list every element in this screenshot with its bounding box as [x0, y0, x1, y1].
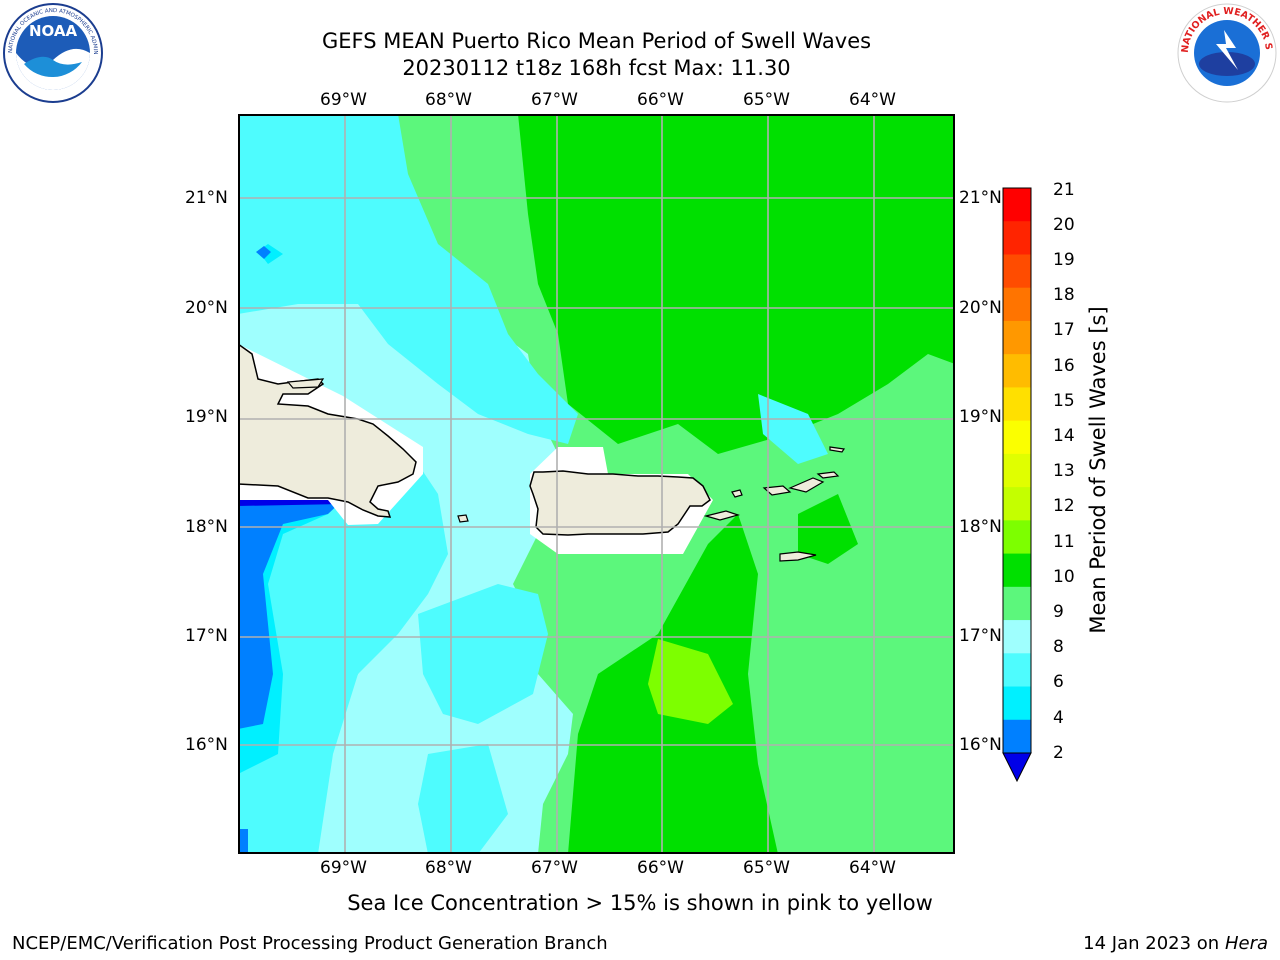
colorbar-tick-18: 18	[1053, 285, 1075, 305]
lon-label-bottom-66w: 66°W	[637, 858, 684, 878]
swell-6-8-east	[758, 394, 828, 464]
lon-label-bottom-68w: 68°W	[425, 858, 472, 878]
swell-2-4-west	[238, 500, 343, 729]
colorbar-band	[1003, 254, 1031, 289]
noaa-logo-text: NOAA	[29, 22, 78, 40]
lon-label-bottom-64w: 64°W	[849, 858, 896, 878]
colorbar-band	[1003, 320, 1031, 355]
lon-label-top-67w: 67°W	[531, 90, 578, 110]
culebra-island	[731, 489, 743, 498]
colorbar-band	[1003, 553, 1031, 588]
tortola-island	[788, 477, 825, 493]
colorbar-band	[1003, 686, 1031, 721]
colorbar-tick-21: 21	[1053, 180, 1075, 200]
colorbar-tick-4: 4	[1053, 708, 1064, 728]
lat-label-left-17n: 17°N	[185, 626, 228, 646]
lat-label-right-18n: 18°N	[959, 517, 1002, 537]
swell-10-11-patch	[798, 494, 858, 564]
lon-label-bottom-67w: 67°W	[531, 858, 578, 878]
nws-logo: NATIONAL WEATHER SERVICE	[1176, 2, 1277, 103]
lat-label-left-18n: 18°N	[185, 517, 228, 537]
colorbar-band	[1003, 453, 1031, 488]
lon-label-top-64w: 64°W	[849, 90, 896, 110]
mona-island	[457, 514, 469, 523]
virgin-gorda-island	[816, 471, 840, 479]
lon-label-top-66w: 66°W	[637, 90, 684, 110]
lat-label-left-20n: 20°N	[185, 298, 228, 318]
colorbar-tick-9: 9	[1053, 602, 1064, 622]
colorbar-band	[1003, 354, 1031, 388]
lat-label-right-19n: 19°N	[959, 407, 1002, 427]
swell-11-patch	[648, 639, 733, 724]
swell-2-4-spot	[256, 246, 271, 259]
lat-label-right-21n: 21°N	[959, 188, 1002, 208]
colorbar-band	[1003, 387, 1031, 422]
colorbar-tick-13: 13	[1053, 461, 1075, 481]
lat-label-right-16n: 16°N	[959, 735, 1002, 755]
lon-label-top-68w: 68°W	[425, 90, 472, 110]
lat-label-left-16n: 16°N	[185, 735, 228, 755]
swell-6-8-south	[418, 744, 508, 854]
colorbar-frame	[1002, 187, 1032, 754]
colorbar-band	[1003, 420, 1031, 455]
colorbar-tick-6: 6	[1053, 672, 1064, 692]
footer-date: 14 Jan 2023 on Hera	[1083, 933, 1268, 955]
swell-under-2-strip	[238, 500, 345, 506]
lat-label-left-19n: 19°N	[185, 407, 228, 427]
noaa-logo: NOAA NATIONAL OCEANIC AND ATMOSPHERIC AD…	[2, 2, 103, 103]
colorbar-bands	[1003, 188, 1031, 754]
sea-ice-caption: Sea Ice Concentration > 15% is shown in …	[347, 891, 933, 915]
colorbar-tick-20: 20	[1053, 215, 1075, 235]
st-croix-island	[779, 551, 817, 562]
swell-6-8-northwest	[238, 114, 578, 444]
st-thomas-island	[762, 485, 792, 496]
lat-label-left-21n: 21°N	[185, 188, 228, 208]
graticule	[238, 114, 955, 854]
footer-host: Hera	[1224, 933, 1268, 954]
colorbar-band	[1003, 719, 1031, 754]
footer-date-text: 14 Jan 2023 on	[1083, 933, 1225, 954]
colorbar-under-arrow	[1002, 752, 1032, 783]
anegada-island	[829, 446, 846, 453]
colorbar-tick-15: 15	[1053, 391, 1075, 411]
colorbar-band	[1003, 221, 1031, 255]
map-title: GEFS MEAN Puerto Rico Mean Period of Swe…	[321, 29, 872, 53]
lon-label-bottom-65w: 65°W	[743, 858, 790, 878]
footer-branch: NCEP/EMC/Verification Post Processing Pr…	[12, 933, 608, 954]
swell-6-8-southwest	[238, 464, 448, 854]
colorbar-tick-19: 19	[1053, 250, 1075, 270]
colorbar	[1002, 187, 1032, 783]
vieques-island	[703, 510, 741, 521]
lat-label-right-20n: 20°N	[959, 298, 1002, 318]
colorbar-tick-10: 10	[1053, 567, 1075, 587]
colorbar-tick-17: 17	[1053, 320, 1075, 340]
colorbar-band	[1003, 586, 1031, 621]
colorbar-band	[1003, 653, 1031, 688]
colorbar-tick-12: 12	[1053, 496, 1075, 516]
colorbar-band	[1003, 188, 1031, 222]
lon-label-top-65w: 65°W	[743, 90, 790, 110]
colorbar-band	[1003, 287, 1031, 322]
colorbar-tick-16: 16	[1053, 356, 1075, 376]
map-frame	[238, 114, 955, 854]
colorbar-tick-11: 11	[1053, 532, 1075, 552]
lon-label-top-69w: 69°W	[320, 90, 367, 110]
map-panel	[238, 114, 955, 854]
colorbar-tick-8: 8	[1053, 637, 1064, 657]
swell-10-11-north	[518, 114, 955, 454]
colorbar-band	[1003, 620, 1031, 654]
colorbar-tick-14: 14	[1053, 426, 1075, 446]
map-subtitle: 20230112 t18z 168h fcst Max: 11.30	[402, 56, 791, 80]
swell-2-4-corner	[238, 829, 248, 854]
colorbar-tick-2: 2	[1053, 743, 1064, 763]
lon-label-bottom-69w: 69°W	[320, 858, 367, 878]
colorbar-band	[1003, 487, 1031, 521]
colorbar-label: Mean Period of Swell Waves [s]	[1086, 306, 1110, 634]
tortuga-island	[286, 378, 325, 389]
lat-label-right-17n: 17°N	[959, 626, 1002, 646]
colorbar-band	[1003, 520, 1031, 555]
